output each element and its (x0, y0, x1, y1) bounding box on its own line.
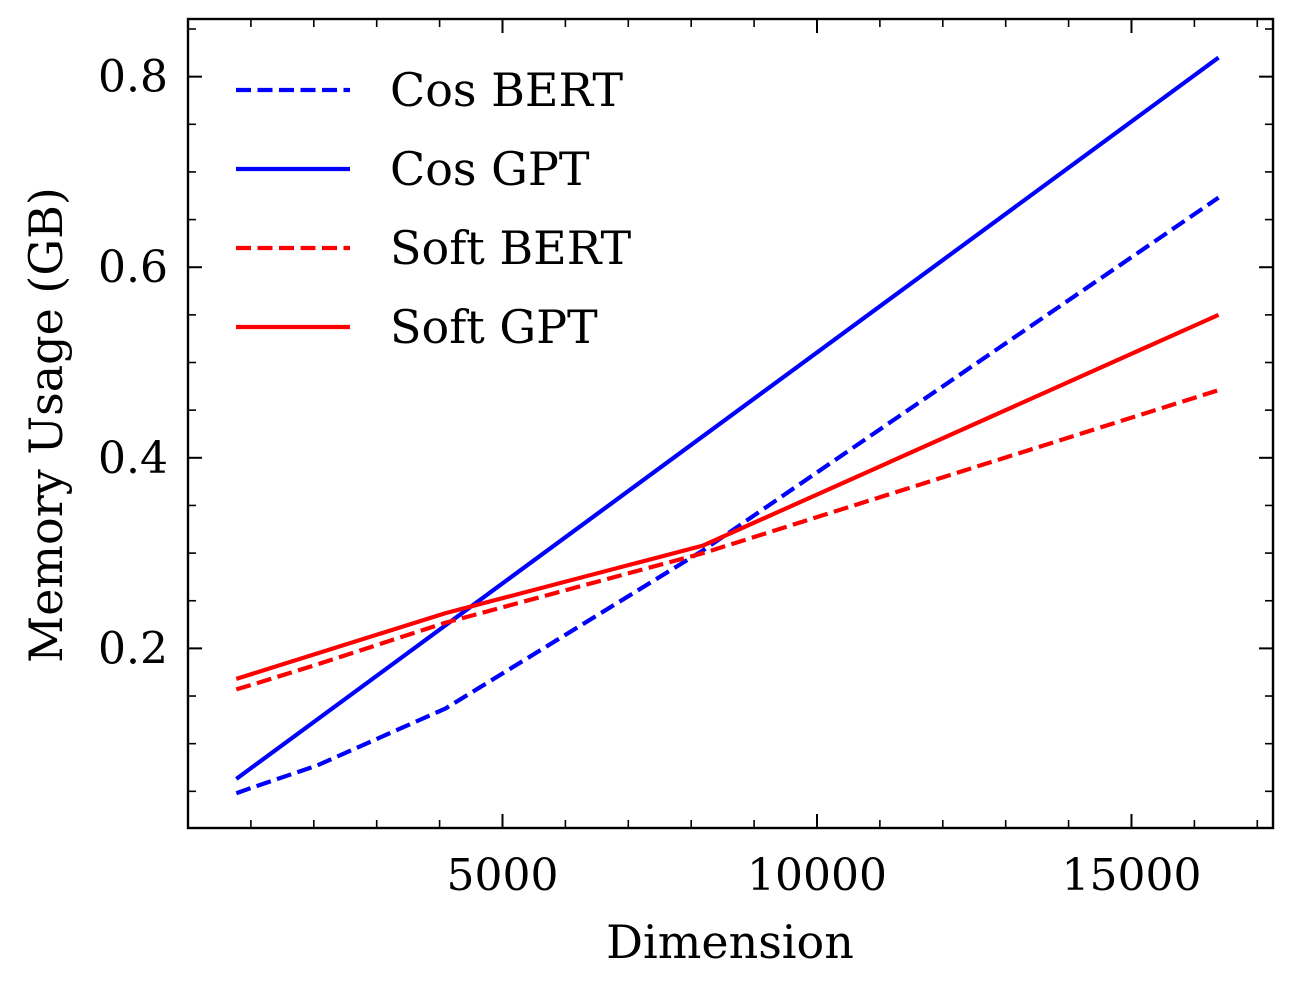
series-group (235, 55, 1220, 796)
x-tick-label: 5000 (447, 850, 559, 901)
axes-layer: 5000 10000 15000 0.2 0.4 0.6 0.8 (98, 17, 1275, 901)
legend: Cos BERT Cos GPT Soft BERT Soft GPT (236, 63, 632, 354)
y-tick-label: 0.8 (98, 52, 168, 103)
series-line-soft-bert (235, 388, 1220, 692)
series-layer (235, 55, 1220, 796)
legend-label-cos-gpt: Cos GPT (390, 142, 590, 196)
x-tick-label: 15000 (1061, 850, 1201, 901)
series-line-cos-gpt (235, 55, 1220, 781)
y-tick-label: 0.6 (98, 242, 168, 293)
x-tick-label: 10000 (747, 850, 887, 901)
series-line-cos-bert (235, 195, 1220, 796)
plot-frame (186, 17, 1275, 830)
y-tick-label: 0.2 (98, 623, 168, 674)
y-axis-label: Memory Usage (GB) (19, 187, 73, 663)
legend-label-cos-bert: Cos BERT (390, 63, 623, 117)
series-line-soft-gpt (235, 312, 1220, 681)
y-tick-label: 0.4 (98, 433, 168, 484)
x-axis-label: Dimension (606, 915, 854, 969)
legend-label-soft-bert: Soft BERT (390, 221, 632, 275)
legend-label-soft-gpt: Soft GPT (390, 300, 598, 354)
